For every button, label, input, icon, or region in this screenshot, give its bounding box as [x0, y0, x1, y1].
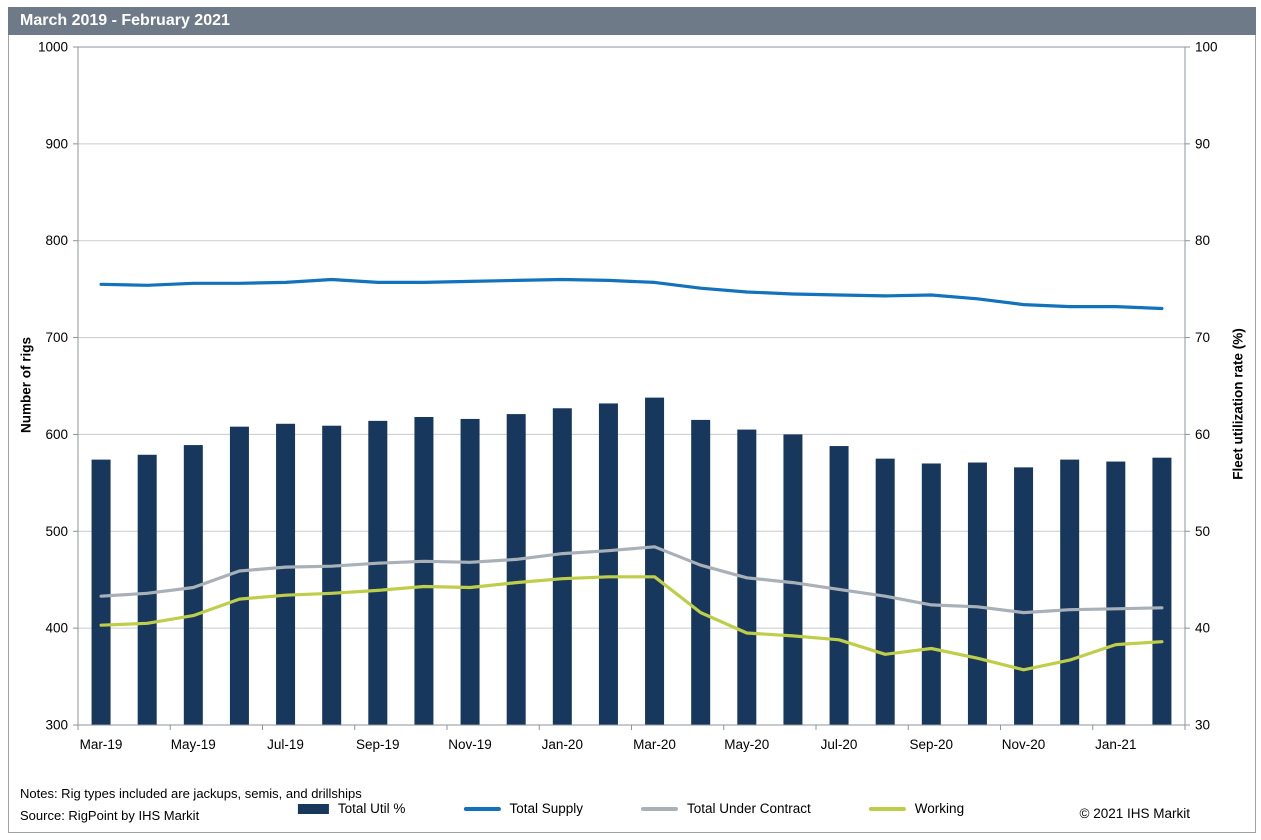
legend-swatch-line-icon — [640, 806, 678, 811]
bar-Apr-20 — [691, 419, 711, 725]
chart-title: March 2019 - February 2021 — [20, 12, 230, 29]
chart-notes: Notes: Rig types included are jackups, s… — [20, 786, 362, 801]
right-tick-label: 30 — [1195, 718, 1210, 733]
x-tick-label: Mar-19 — [80, 737, 123, 752]
bar-Aug-20 — [875, 458, 895, 725]
util-bars — [91, 397, 1172, 725]
bar-Sep-19 — [368, 420, 388, 725]
right-tick-label: 90 — [1195, 136, 1210, 151]
x-tick-label: Nov-20 — [1002, 737, 1046, 752]
gridlines — [78, 143, 1185, 629]
bar-Oct-20 — [967, 462, 987, 725]
bar-May-19 — [183, 445, 203, 725]
left-tick-label: 600 — [45, 427, 68, 442]
right-tick-label: 80 — [1195, 233, 1210, 248]
bar-Dec-20 — [1060, 459, 1080, 725]
x-tick-label: Nov-19 — [448, 737, 492, 752]
left-tick-label: 500 — [45, 524, 68, 539]
bar-Jan-20 — [552, 408, 572, 725]
chart-copyright: © 2021 IHS Markit — [1079, 806, 1191, 821]
legend-label: Total Supply — [509, 801, 583, 816]
axes — [73, 46, 1190, 730]
line-total-supply — [99, 277, 1164, 311]
bar-Feb-21 — [1152, 457, 1172, 725]
bar-Oct-19 — [414, 416, 434, 725]
line-total-under-contract — [99, 545, 1164, 615]
right-tick-label: 40 — [1195, 621, 1210, 636]
bar-Jul-20 — [829, 446, 849, 725]
chart-frame — [8, 7, 1256, 833]
legend-item-total-supply: Total Supply — [463, 801, 583, 816]
bar-Nov-20 — [1014, 467, 1034, 725]
legend-swatch-line-icon — [868, 806, 906, 811]
left-tick-label: 900 — [45, 136, 68, 151]
x-tick-label: May-19 — [171, 737, 216, 752]
x-tick-label: Sep-19 — [356, 737, 400, 752]
left-axis-title: Number of rigs — [18, 336, 34, 434]
legend-label: Total Under Contract — [686, 801, 811, 816]
bar-Mar-20 — [645, 397, 665, 725]
bar-Nov-19 — [460, 418, 480, 725]
chart-legend: Total Util % Total Supply Total Under Cont… — [297, 801, 965, 816]
right-tick-label: 50 — [1195, 524, 1210, 539]
chart-title-bar: March 2019 - February 2021 — [8, 7, 1256, 35]
line-working — [99, 575, 1164, 672]
x-tick-label: Jul-19 — [267, 737, 304, 752]
x-tick-label: Jan-21 — [1095, 737, 1136, 752]
right-axis-title: Fleet utilization rate (%) — [1230, 328, 1246, 480]
bar-Mar-19 — [91, 459, 111, 725]
bar-Jan-21 — [1106, 461, 1126, 725]
bar-Sep-20 — [921, 463, 941, 725]
left-tick-label: 700 — [45, 330, 68, 345]
x-tick-label: May-20 — [724, 737, 769, 752]
legend-item-total-util-: Total Util % — [297, 801, 406, 816]
right-tick-label: 60 — [1195, 427, 1210, 442]
right-tick-label: 100 — [1195, 40, 1218, 55]
legend-label: Total Util % — [337, 801, 406, 816]
chart-source: Source: RigPoint by IHS Markit — [20, 808, 200, 823]
bar-Jun-19 — [229, 426, 249, 725]
legend-item-total-under-contract: Total Under Contract — [640, 801, 811, 816]
left-tick-label: 400 — [45, 621, 68, 636]
bar-Aug-19 — [322, 425, 342, 725]
left-tick-label: 800 — [45, 233, 68, 248]
legend-swatch-bar-icon — [297, 803, 329, 814]
tick-labels: 300 400 500 600 700 800 900 1000 30 40 50 60 70 80 90 1… — [38, 40, 1218, 753]
bar-Jun-20 — [783, 434, 803, 725]
x-tick-label: Sep-20 — [910, 737, 954, 752]
bar-Jul-19 — [276, 423, 296, 725]
bar-Feb-20 — [598, 403, 618, 725]
right-tick-label: 70 — [1195, 330, 1210, 345]
bar-Apr-19 — [137, 454, 157, 725]
left-tick-label: 300 — [45, 718, 68, 733]
x-tick-label: Jul-20 — [821, 737, 858, 752]
x-tick-label: Jan-20 — [542, 737, 583, 752]
legend-item-working: Working — [868, 801, 965, 816]
legend-label: Working — [914, 801, 965, 816]
x-tick-label: Mar-20 — [633, 737, 676, 752]
left-tick-label: 1000 — [38, 40, 68, 55]
legend-swatch-line-icon — [463, 806, 501, 811]
bar-Dec-19 — [506, 414, 526, 725]
